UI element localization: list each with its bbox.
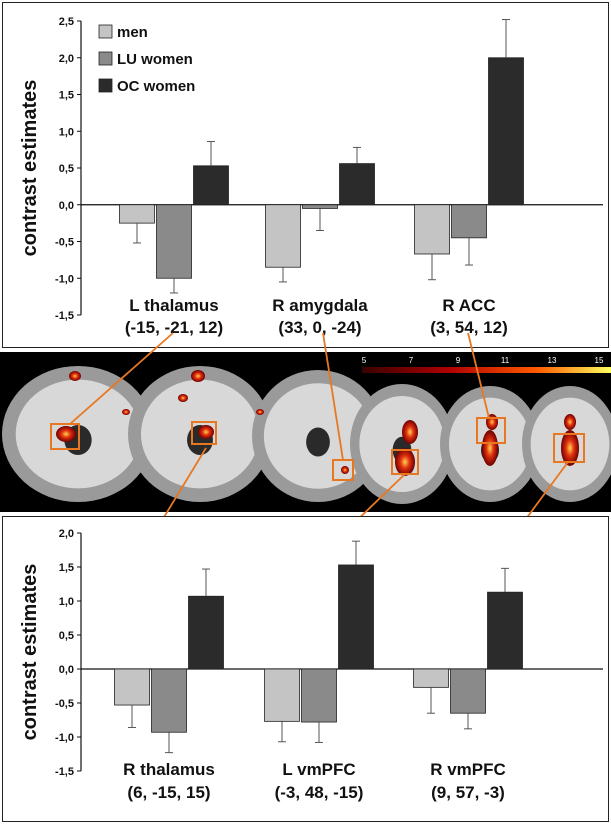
bar-men bbox=[413, 668, 449, 688]
colorbar-tick-label: 13 bbox=[548, 356, 557, 365]
bottom-bar-chart: 2,0 1,5 1,0 0,5 0,0 -0,5 -1,0 -1,5 contrast esti… bbox=[19, 528, 603, 802]
activation-blob bbox=[191, 370, 205, 382]
bar-oc-women bbox=[488, 57, 524, 206]
bar-lu-women bbox=[302, 204, 338, 209]
activation-blob bbox=[69, 371, 81, 381]
category-label: R vmPFC bbox=[430, 760, 506, 779]
brain-slices-image: 5 7 9 11 13 15 bbox=[0, 352, 611, 512]
activation-blob bbox=[198, 425, 214, 439]
colorbar-tick-label: 9 bbox=[456, 356, 461, 365]
bar-men bbox=[414, 204, 450, 255]
y-tick-label: 1,5 bbox=[59, 90, 74, 102]
y-tick-label: 0,5 bbox=[59, 163, 74, 175]
category-coordinates: (3, 54, 12) bbox=[430, 318, 508, 337]
colorbar: 5 7 9 11 13 15 bbox=[362, 356, 611, 373]
y-tick-label: -0,5 bbox=[55, 698, 74, 710]
legend-swatch bbox=[98, 78, 113, 93]
activation-blob bbox=[395, 448, 415, 476]
category-coordinates: (-3, 48, -15) bbox=[275, 783, 364, 802]
legend-label: LU women bbox=[117, 51, 193, 68]
y-tick-label: -1,0 bbox=[55, 732, 74, 744]
activation-blob bbox=[482, 430, 498, 466]
y-tick-label: 0,0 bbox=[59, 664, 74, 676]
bar-oc-women bbox=[339, 163, 375, 206]
activation-blob bbox=[341, 466, 349, 474]
y-tick-label: 1,0 bbox=[59, 126, 74, 138]
activation-blob bbox=[56, 426, 76, 442]
activation-blob bbox=[256, 409, 264, 415]
bar-lu-women bbox=[450, 668, 486, 714]
bar-oc-women bbox=[188, 595, 224, 670]
category-coordinates: (-15, -21, 12) bbox=[125, 318, 223, 337]
colorbar-tick-label: 11 bbox=[501, 356, 510, 365]
bar-lu-women bbox=[451, 204, 487, 239]
y-tick-label: -1,5 bbox=[55, 310, 74, 322]
bar-men bbox=[265, 204, 301, 268]
region-highlight-box bbox=[50, 423, 80, 450]
category-coordinates: (9, 57, -3) bbox=[431, 783, 505, 802]
activation-blob bbox=[122, 409, 130, 415]
legend-label: men bbox=[117, 24, 148, 41]
bar-lu-women bbox=[151, 668, 187, 733]
activation-blob bbox=[486, 414, 498, 430]
bar-men bbox=[119, 204, 155, 224]
y-tick-label: -1,5 bbox=[55, 766, 74, 778]
colorbar-tick-label: 5 bbox=[362, 356, 367, 365]
category-label: R thalamus bbox=[123, 760, 215, 779]
bar-oc-women bbox=[487, 591, 523, 670]
y-tick-label: 1,0 bbox=[59, 596, 74, 608]
category-label: L vmPFC bbox=[282, 760, 355, 779]
y-tick-label: -1,0 bbox=[55, 273, 74, 285]
bar-lu-women bbox=[156, 204, 192, 279]
activation-blob bbox=[178, 394, 188, 402]
top-chart-panel: 2,5 2,0 1,5 1,0 0,5 0,0 -0,5 -1,0 -1,5 contrast e… bbox=[2, 2, 609, 348]
category-label: L thalamus bbox=[129, 296, 218, 315]
region-highlight-box bbox=[191, 421, 217, 445]
colorbar-tick-label: 15 bbox=[595, 356, 604, 365]
legend-label: OC women bbox=[117, 78, 195, 95]
bar-oc-women bbox=[338, 564, 374, 670]
top-bar-chart: 2,5 2,0 1,5 1,0 0,5 0,0 -0,5 -1,0 -1,5 contrast e… bbox=[19, 16, 603, 337]
activation-blob bbox=[402, 420, 418, 444]
region-highlight-box bbox=[476, 417, 506, 444]
y-tick-label: 0,5 bbox=[59, 630, 74, 642]
y-tick-label: -0,5 bbox=[55, 237, 74, 249]
activation-blob bbox=[564, 414, 576, 430]
y-tick-label: 2,5 bbox=[59, 16, 74, 28]
category-label: R amygdala bbox=[272, 296, 368, 315]
bar-lu-women bbox=[301, 668, 337, 723]
y-axis-label: contrast estimates bbox=[19, 564, 41, 741]
bar-men bbox=[264, 668, 300, 722]
bottom-chart-panel: 2,0 1,5 1,0 0,5 0,0 -0,5 -1,0 -1,5 contrast esti… bbox=[2, 516, 609, 822]
legend-swatch bbox=[98, 51, 113, 66]
bar-oc-women bbox=[193, 165, 229, 206]
category-coordinates: (33, 0, -24) bbox=[278, 318, 361, 337]
y-tick-label: 2,0 bbox=[59, 53, 74, 65]
category-coordinates: (6, -15, 15) bbox=[127, 783, 210, 802]
y-tick-label: 1,5 bbox=[59, 562, 74, 574]
legend-swatch bbox=[98, 24, 113, 39]
colorbar-tick-label: 7 bbox=[409, 356, 414, 365]
brain-slices-illustration: 5 7 9 11 13 15 bbox=[2, 356, 611, 504]
region-highlight-box bbox=[553, 433, 585, 463]
ventricle bbox=[306, 427, 330, 457]
bar-men bbox=[114, 668, 150, 706]
category-label: R ACC bbox=[442, 296, 495, 315]
y-tick-label: 2,0 bbox=[59, 528, 74, 540]
activation-blob bbox=[561, 430, 579, 466]
y-tick-label: 0,0 bbox=[59, 200, 74, 212]
y-axis-label: contrast estimates bbox=[19, 80, 41, 257]
